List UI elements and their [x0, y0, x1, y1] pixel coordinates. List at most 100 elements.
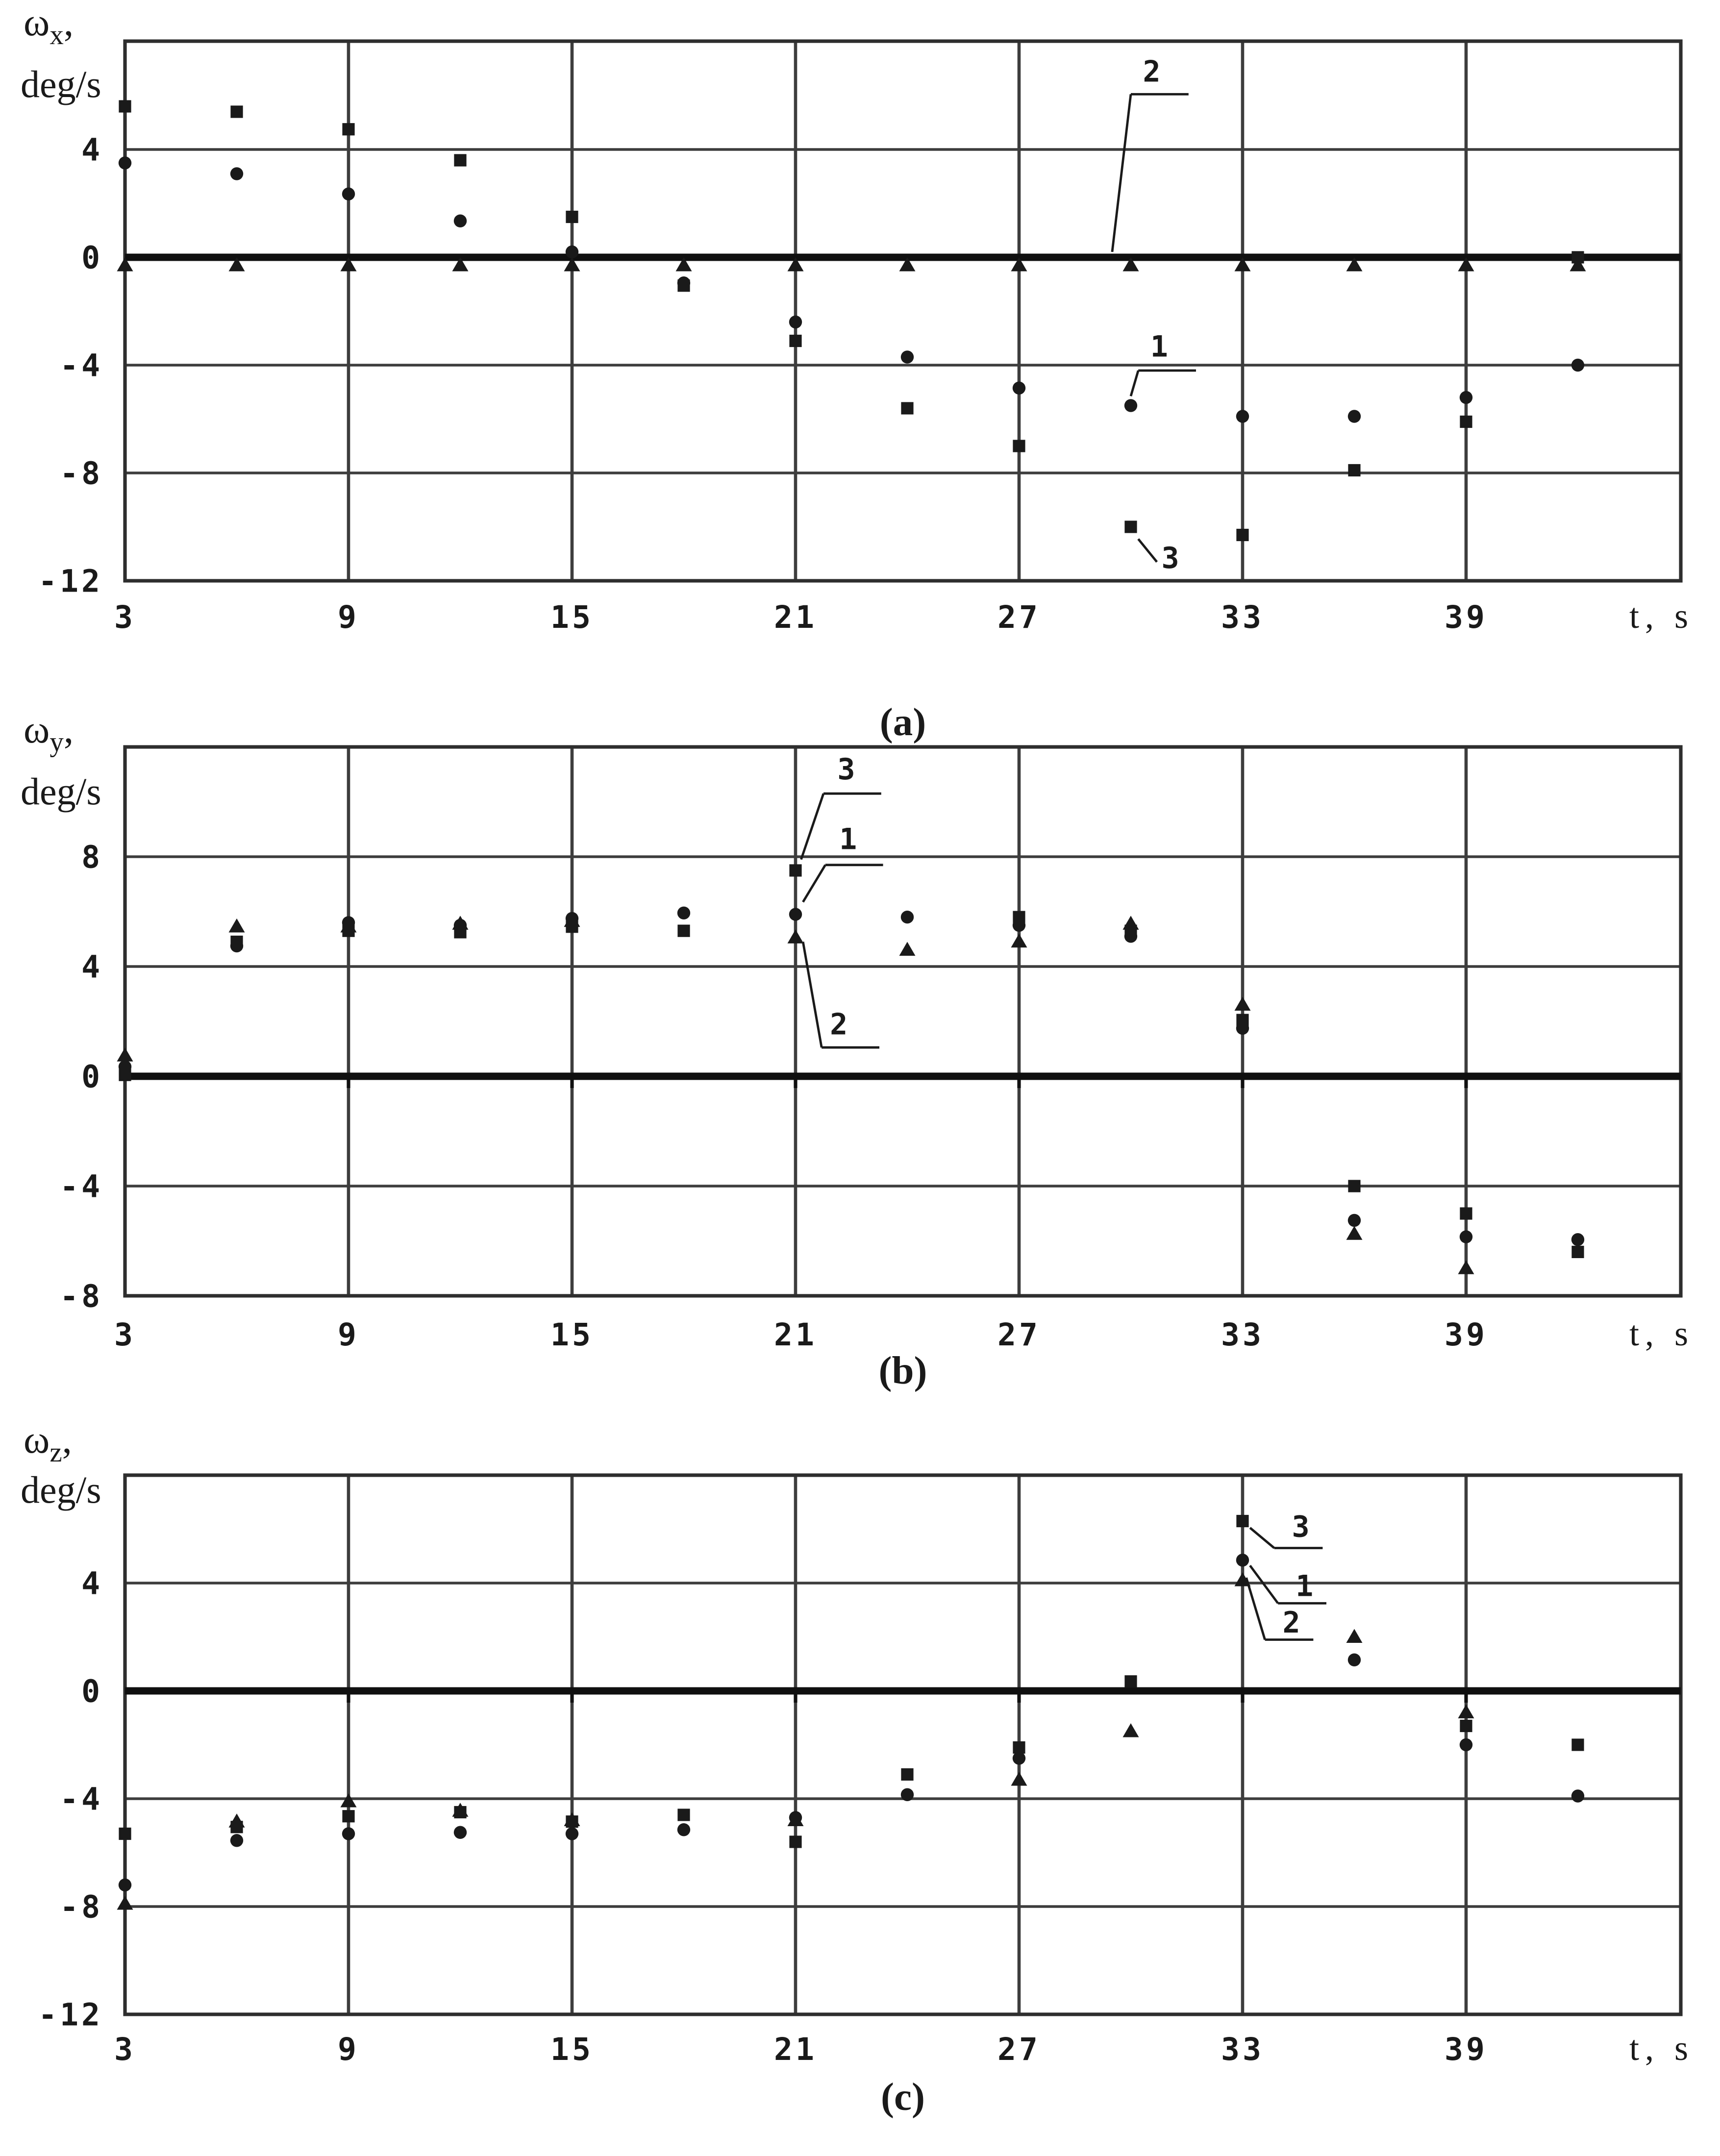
x-tick-label: 9: [338, 1317, 359, 1353]
callout-leader-line: [1249, 1527, 1275, 1549]
x-tick-label: 39: [1445, 599, 1488, 635]
marker-triangle: [340, 257, 357, 272]
omega-glyph: ω: [24, 1417, 50, 1462]
marker-circle: [1571, 1233, 1585, 1246]
y-tick-label: 4: [81, 1566, 103, 1602]
marker-triangle: [1570, 257, 1586, 272]
y-tick-label: 4: [81, 949, 103, 985]
series-1-circle: [118, 1554, 1585, 1892]
marker-square: [342, 924, 355, 937]
marker-triangle: [1234, 257, 1251, 272]
x-tick-label: 15: [550, 1317, 594, 1353]
marker-square: [789, 334, 802, 347]
marker-square: [119, 100, 131, 113]
series-3-square: [119, 100, 1584, 542]
marker-triangle: [340, 1793, 357, 1808]
callout-leader-line: [1129, 370, 1140, 397]
x-tick-label: 33: [1221, 1317, 1264, 1353]
series-callout-2: 2: [1245, 1577, 1314, 1641]
y-axis-units-label: deg/s: [21, 770, 101, 813]
marker-triangle: [1011, 257, 1027, 272]
marker-square: [677, 924, 690, 937]
marker-square: [1348, 1180, 1361, 1192]
x-tick-label: 39: [1445, 1317, 1488, 1353]
omega-glyph: ω: [24, 0, 50, 44]
x-tick-label: 9: [338, 2032, 359, 2067]
x-tick-label: 33: [1221, 599, 1264, 635]
omega-glyph: ω: [24, 707, 50, 751]
y-tick-label: -4: [60, 1169, 103, 1205]
marker-circle: [230, 167, 244, 180]
y-tick-label: 0: [81, 240, 103, 276]
x-tick-label: 15: [550, 2032, 594, 2067]
callout-label: 3: [1292, 1510, 1313, 1544]
marker-square: [230, 105, 243, 118]
series-callout-3: 3: [1249, 1510, 1323, 1549]
callout-leader-line: [1111, 94, 1132, 252]
marker-circle: [900, 910, 914, 924]
omega-subscript: y: [50, 727, 64, 758]
x-tick-label: 39: [1445, 2032, 1488, 2067]
marker-square: [342, 1810, 355, 1823]
marker-circle: [342, 187, 355, 200]
marker-triangle: [1122, 1723, 1139, 1737]
marker-triangle: [787, 257, 804, 272]
marker-triangle: [228, 918, 245, 933]
callout-leader-line: [802, 864, 826, 903]
marker-square: [901, 1768, 914, 1781]
marker-square: [789, 864, 802, 877]
marker-square: [1348, 464, 1361, 477]
marker-square: [1571, 1245, 1584, 1259]
marker-square: [1236, 528, 1249, 542]
marker-triangle: [228, 257, 245, 272]
marker-square: [1571, 251, 1584, 264]
callout-label: 1: [1150, 329, 1171, 364]
series-callout-1: 1: [1129, 329, 1196, 397]
x-axis-unit-label: t, s: [1629, 2029, 1694, 2068]
y-axis-units-label: deg/s: [21, 63, 101, 105]
marker-triangle: [117, 1047, 133, 1062]
y-tick-label: -8: [60, 1889, 103, 1925]
x-tick-label: 3: [114, 2032, 136, 2067]
omega-subscript: z: [50, 1437, 62, 1468]
marker-triangle: [1458, 1704, 1474, 1718]
marker-circle: [230, 1834, 244, 1847]
x-tick-label: 33: [1221, 2032, 1264, 2067]
marker-triangle: [1458, 257, 1474, 272]
marker-circle: [789, 315, 802, 329]
chart-caption: (c): [881, 2075, 925, 2119]
marker-triangle: [1122, 257, 1139, 272]
series-callout-3: 3: [800, 752, 881, 860]
marker-triangle: [899, 257, 916, 272]
marker-circle: [1124, 399, 1138, 412]
marker-square: [1571, 1738, 1584, 1751]
y-tick-label: -12: [38, 1997, 103, 2032]
y-tick-label: -8: [60, 1279, 103, 1314]
plot-frame: [123, 745, 1683, 1298]
marker-triangle: [1011, 1771, 1027, 1786]
series-callout-1: 1: [802, 822, 883, 903]
plot-frame: [123, 39, 1683, 583]
y-tick-label: -4: [60, 347, 103, 383]
series-1-circle: [118, 156, 1585, 423]
chart-caption: (a): [880, 700, 926, 744]
marker-triangle: [787, 1812, 804, 1826]
marker-triangle: [452, 257, 469, 272]
series-3-square: [119, 1514, 1584, 1848]
marker-triangle: [1346, 1629, 1363, 1643]
marker-square: [1124, 520, 1137, 533]
y-tick-label: -8: [60, 455, 103, 491]
plot-frame: [123, 1473, 1683, 2016]
x-axis-unit-label: t, s: [1629, 596, 1694, 636]
x-tick-label: 3: [114, 1317, 136, 1353]
marker-triangle: [564, 257, 580, 272]
callout-label: 3: [1162, 541, 1182, 575]
marker-square: [342, 123, 355, 136]
marker-square: [230, 1821, 243, 1834]
marker-square: [1013, 911, 1025, 923]
marker-square: [1236, 1514, 1249, 1528]
series-2-triangle: [117, 257, 1586, 272]
